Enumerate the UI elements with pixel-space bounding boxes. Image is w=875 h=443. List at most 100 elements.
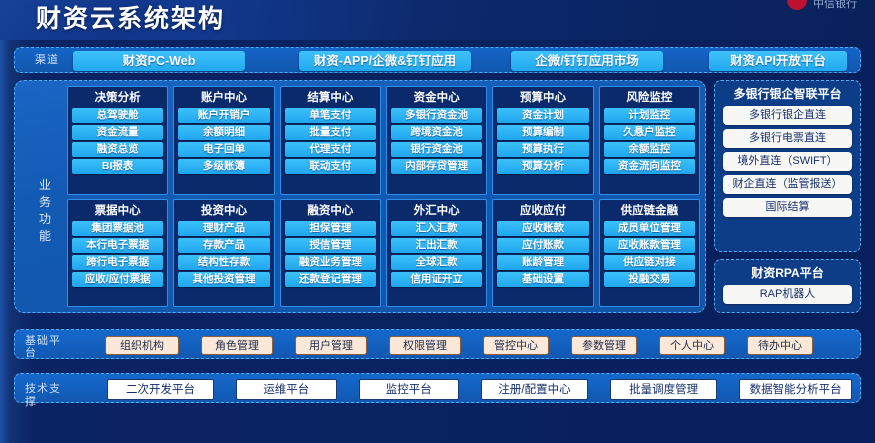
business-function-label: 业务功能 bbox=[38, 178, 51, 243]
channel-item-2[interactable]: 财资-APP/企微&钉钉应用 bbox=[299, 51, 471, 71]
business-card-item[interactable]: 投融交易 bbox=[603, 271, 695, 287]
basic-platform-item[interactable]: 管控中心 bbox=[483, 335, 549, 355]
basic-platform-item[interactable]: 权限管理 bbox=[389, 335, 461, 355]
business-card-title: 预算中心 bbox=[519, 92, 566, 104]
tech-support-item[interactable]: 批量调度管理 bbox=[610, 378, 718, 400]
business-card-item[interactable]: 成员单位管理 bbox=[603, 220, 695, 236]
business-card-item[interactable]: 授信管理 bbox=[284, 237, 376, 253]
business-card-title: 决策分析 bbox=[94, 92, 141, 104]
business-card-item[interactable]: 银行资金池 bbox=[391, 142, 483, 157]
business-card: 供应链金融成员单位管理 应收账款管理 供应链对接 投融交易 bbox=[598, 198, 700, 307]
business-card-item[interactable]: 预算分析 bbox=[497, 159, 589, 174]
business-card-item[interactable]: 跨境资金池 bbox=[391, 125, 483, 140]
brand-logo: 中信银行 bbox=[787, 0, 857, 10]
channel-items: 财资PC-Web 财资-APP/企微&钉钉应用 企微/钉钉应用市场 财资API开放平台 bbox=[73, 51, 852, 71]
business-card-items: 资金计划预算编制预算执行预算分析 bbox=[497, 108, 589, 174]
circle-logo-mark-icon bbox=[787, 0, 807, 10]
rpa-platform-item[interactable]: RAP机器人 bbox=[723, 285, 852, 304]
bank-connect-panel-title: 多银行银企智联平台 bbox=[733, 87, 842, 101]
basic-platform-item[interactable]: 角色管理 bbox=[201, 335, 273, 355]
business-card-item[interactable]: 预算执行 bbox=[497, 142, 589, 157]
business-card: 资金中心 多银行资金池 跨境资金池 银行资金池 内部存贷管理 bbox=[386, 86, 488, 195]
bank-connect-panel: 多银行银企智联平台 多银行银企直连 多银行电票直连 境外直连（SWIFT） 财企直连（… bbox=[714, 80, 861, 252]
bank-connect-item[interactable]: 财企直连（监管报送） bbox=[723, 175, 852, 194]
business-card-item[interactable]: 联动支付 bbox=[284, 159, 376, 174]
brand-logo-text: 中信银行 bbox=[813, 0, 857, 10]
business-card-item[interactable]: 本行电子票据 bbox=[72, 237, 164, 253]
business-card-title: 风险监控 bbox=[626, 92, 673, 104]
tech-support-item[interactable]: 监控平台 bbox=[358, 378, 459, 400]
business-card-item[interactable]: 多银行资金池 bbox=[391, 108, 483, 123]
business-card-item[interactable]: 多级账簿 bbox=[178, 159, 270, 174]
business-card-item[interactable]: 融资总览 bbox=[72, 142, 164, 157]
business-card-item[interactable]: 单笔支付 bbox=[284, 108, 376, 123]
business-card-item[interactable]: 资金流向监控 bbox=[603, 159, 695, 174]
business-card-item[interactable]: 其他投资管理 bbox=[178, 271, 270, 287]
business-card-item[interactable]: 汇出汇款 bbox=[391, 237, 483, 253]
business-card-item[interactable]: 资金计划 bbox=[497, 108, 589, 123]
business-card-item[interactable]: 跨行电子票据 bbox=[72, 254, 164, 270]
business-card-item[interactable]: 存款产品 bbox=[178, 237, 270, 253]
channel-item-3[interactable]: 企微/钉钉应用市场 bbox=[511, 51, 663, 71]
tech-support-item[interactable]: 运维平台 bbox=[236, 378, 337, 400]
channel-item-1[interactable]: 财资PC-Web bbox=[73, 51, 245, 71]
business-card-item[interactable]: 计划监控 bbox=[603, 108, 695, 123]
business-card-item[interactable]: 供应链对接 bbox=[603, 254, 695, 270]
tech-support-item[interactable]: 二次开发平台 bbox=[107, 378, 215, 400]
business-card-item[interactable]: 应付账款 bbox=[497, 237, 589, 253]
tech-support-band: 技术支撑 二次开发平台 运维平台 监控平台 注册/配置中心 批量调度管理 数据智能分析平台 bbox=[14, 373, 861, 408]
business-card-item[interactable]: 预算编制 bbox=[497, 125, 589, 140]
business-card-item[interactable]: 久悬户监控 bbox=[603, 125, 695, 140]
business-card-item[interactable]: 应收账款管理 bbox=[603, 237, 695, 253]
basic-platform-items: 组织机构 角色管理 用户管理 权限管理 管控中心 参数管理 个人中心 待办中心 bbox=[77, 334, 852, 356]
business-card-item[interactable]: 担保管理 bbox=[284, 220, 376, 236]
business-card-item[interactable]: 批量支付 bbox=[284, 125, 376, 140]
channel-item-4[interactable]: 财资API开放平台 bbox=[709, 51, 847, 71]
business-card-item[interactable]: 余额明细 bbox=[178, 125, 270, 140]
business-card-item[interactable]: 代理支付 bbox=[284, 142, 376, 157]
basic-platform-item[interactable]: 待办中心 bbox=[747, 335, 813, 355]
business-card-item[interactable]: 应收/应付票据 bbox=[72, 271, 164, 287]
business-card-item[interactable]: 总驾驶舱 bbox=[72, 108, 164, 123]
business-card-item[interactable]: 全球汇款 bbox=[391, 254, 483, 270]
basic-platform-item[interactable]: 个人中心 bbox=[659, 335, 725, 355]
tech-support-item[interactable]: 数据智能分析平台 bbox=[739, 378, 853, 400]
business-card-title: 供应链金融 bbox=[620, 204, 679, 217]
tech-support-items: 二次开发平台 运维平台 监控平台 注册/配置中心 批量调度管理 数据智能分析平台 bbox=[77, 378, 853, 400]
basic-platform-item[interactable]: 用户管理 bbox=[295, 335, 367, 355]
business-card-item[interactable]: BI报表 bbox=[72, 159, 164, 174]
business-card-item[interactable]: 资金流量 bbox=[72, 125, 164, 140]
business-card-grid: 决策分析 总驾驶舱 资金流量 融资总览 BI报表 账户中心 账户开销户 余额明细 电子回单 多级账… bbox=[67, 86, 700, 307]
business-card-title: 结算中心 bbox=[307, 92, 354, 104]
rpa-platform-panel: 财资RPA平台 RAP机器人 bbox=[714, 259, 861, 313]
bank-connect-item[interactable]: 国际结算 bbox=[723, 198, 852, 217]
business-card-item[interactable]: 账户开销户 bbox=[178, 108, 270, 123]
business-card-item[interactable]: 融资业务管理 bbox=[284, 254, 376, 270]
basic-platform-item[interactable]: 参数管理 bbox=[571, 335, 637, 355]
business-card: 决策分析总驾驶舱资金流量融资总览 BI报表 bbox=[67, 86, 169, 195]
business-card-item[interactable]: 余额监控 bbox=[603, 142, 695, 157]
business-card-item[interactable]: 电子回单 bbox=[178, 142, 270, 157]
bank-connect-item[interactable]: 多银行电票直连 bbox=[723, 129, 852, 148]
business-card-item[interactable]: 基础设置 bbox=[497, 271, 589, 287]
business-card-item[interactable]: 还款登记管理 bbox=[284, 271, 376, 287]
business-card-item[interactable]: 信用证开立 bbox=[391, 271, 483, 287]
business-card-item[interactable]: 结构性存款 bbox=[178, 254, 270, 270]
bank-connect-item[interactable]: 多银行银企直连 bbox=[723, 106, 852, 125]
business-card-item[interactable]: 汇入汇款 bbox=[391, 220, 483, 236]
business-card-items: 多银行资金池 跨境资金池银行资金池内部存贷管理 bbox=[391, 108, 483, 174]
tech-support-item[interactable]: 注册/配置中心 bbox=[480, 378, 589, 400]
business-card-items: 账户开销户余额明细电子回单多级账簿 bbox=[178, 108, 270, 174]
business-card-item[interactable]: 账龄管理 bbox=[497, 254, 589, 270]
business-card-item[interactable]: 应收账款 bbox=[497, 220, 589, 236]
business-card-item[interactable]: 理财产品 bbox=[178, 220, 270, 236]
business-card-item[interactable]: 集团票据池 bbox=[72, 220, 164, 236]
business-card-items: 理财产品 存款产品 结构性存款 其他投资管理 bbox=[178, 220, 270, 287]
business-card-item[interactable]: 内部存贷管理 bbox=[391, 159, 483, 174]
bank-connect-item[interactable]: 境外直连（SWIFT） bbox=[723, 152, 852, 171]
rpa-platform-panel-title: 财资RPA平台 bbox=[751, 266, 824, 280]
basic-platform-item[interactable]: 组织机构 bbox=[105, 335, 179, 355]
business-card: 外汇中心 汇入汇款 汇出汇款 全球汇款 信用证开立 bbox=[386, 198, 488, 307]
rpa-platform-items: RAP机器人 bbox=[723, 285, 852, 304]
